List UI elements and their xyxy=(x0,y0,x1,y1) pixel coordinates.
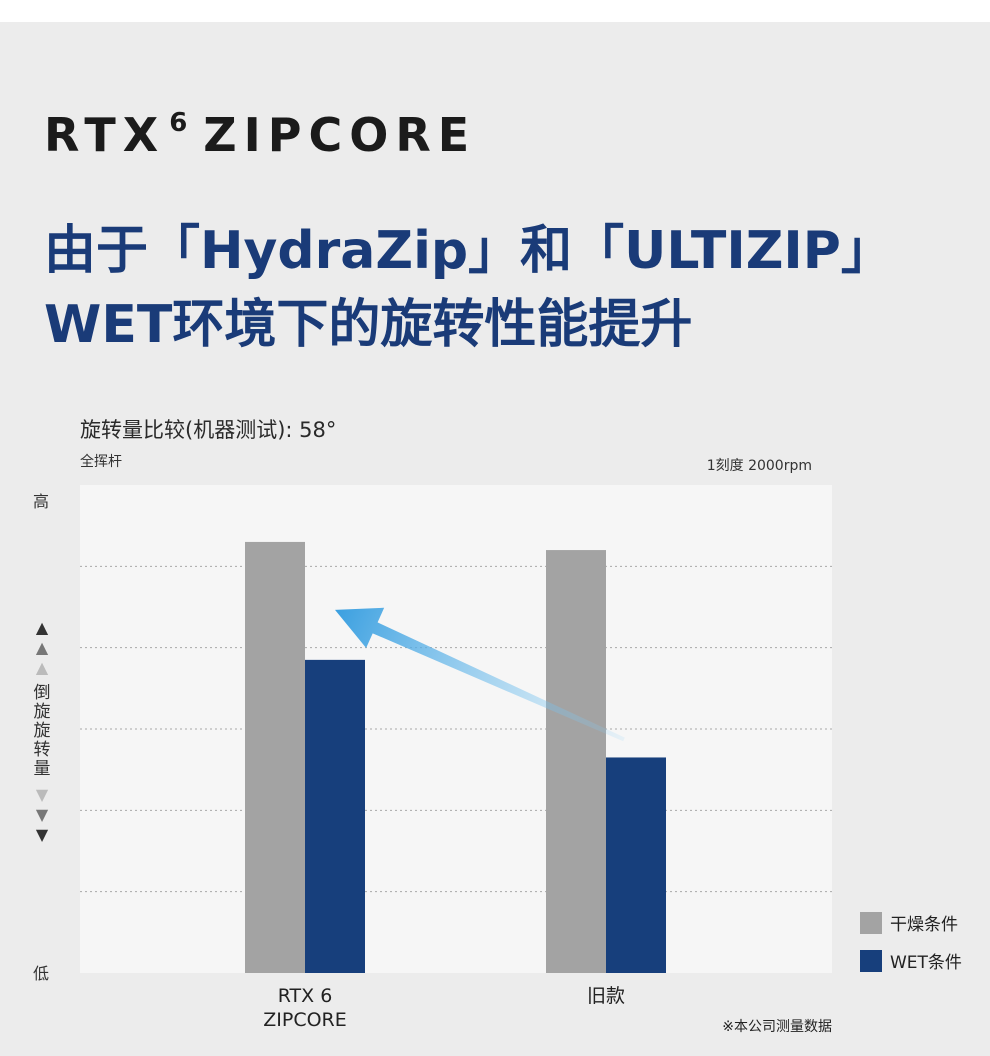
headline-line-2: WET环境下的旋转性能提升 xyxy=(44,295,693,355)
y-axis-label-char: 旋 xyxy=(33,702,51,722)
headline: 由于「HydraZip」和「ULTIZIP」 WET环境下的旋转性能提升 xyxy=(44,214,893,362)
top-bar xyxy=(0,0,990,22)
brand-suffix: ZIPCORE xyxy=(203,108,477,162)
y-axis-high-label: 高 xyxy=(33,492,50,511)
triangle-down-icon: ▼ xyxy=(35,785,49,804)
x-tick-label-1: 旧款 xyxy=(586,985,626,1007)
chart-subtitle: 全挥杆 xyxy=(80,454,122,470)
y-axis-low-label: 低 xyxy=(33,964,50,983)
y-axis-label-char: 旋 xyxy=(33,721,51,741)
bar-wet-0 xyxy=(305,659,365,973)
brand-logo: RTX 6 ZIPCORE xyxy=(44,110,476,158)
legend-item-0: 干燥条件 xyxy=(860,910,962,935)
chart-title: 旋转量比较(机器测试): 58° xyxy=(80,418,337,442)
plot-area xyxy=(80,485,832,973)
bar-chart xyxy=(80,541,832,973)
legend-item-1: WET条件 xyxy=(860,948,962,973)
headline-line-1: 由于「HydraZip」和「ULTIZIP」 xyxy=(44,221,893,281)
triangle-up-icon: ▲ xyxy=(35,618,49,637)
bar-dry-0 xyxy=(245,541,305,973)
legend-swatch xyxy=(860,911,882,934)
triangle-down-icon: ▼ xyxy=(35,825,49,844)
triangle-up-icon: ▲ xyxy=(35,658,49,677)
improvement-arrow xyxy=(335,607,625,742)
bar-wet-1 xyxy=(606,757,666,973)
arrow-icon xyxy=(335,607,625,742)
x-tick-label-0: RTX 6 ZIPCORE xyxy=(263,985,347,1031)
y-axis-label-char: 倒 xyxy=(33,683,51,703)
legend-label: WET条件 xyxy=(890,953,962,973)
y-axis-label: 倒旋旋转量 xyxy=(34,684,51,779)
brand-name: RTX xyxy=(44,108,166,162)
legend-label: 干燥条件 xyxy=(890,915,958,935)
bar-dry-1 xyxy=(546,550,606,973)
y-axis-label-group: ▲ ▲ ▲ 倒旋旋转量 ▼ ▼ ▼ xyxy=(30,618,54,845)
footnote: ※本公司测量数据 xyxy=(722,1019,832,1035)
y-axis-label-char: 量 xyxy=(33,759,51,779)
brand-superscript: 6 xyxy=(169,108,188,138)
triangle-down-icon: ▼ xyxy=(35,805,49,824)
y-axis-label-char: 转 xyxy=(33,740,51,760)
scale-note: 1刻度 2000rpm xyxy=(706,458,812,474)
triangle-up-icon: ▲ xyxy=(35,638,49,657)
legend: 干燥条件 WET条件 xyxy=(860,910,962,986)
legend-swatch xyxy=(860,949,882,972)
